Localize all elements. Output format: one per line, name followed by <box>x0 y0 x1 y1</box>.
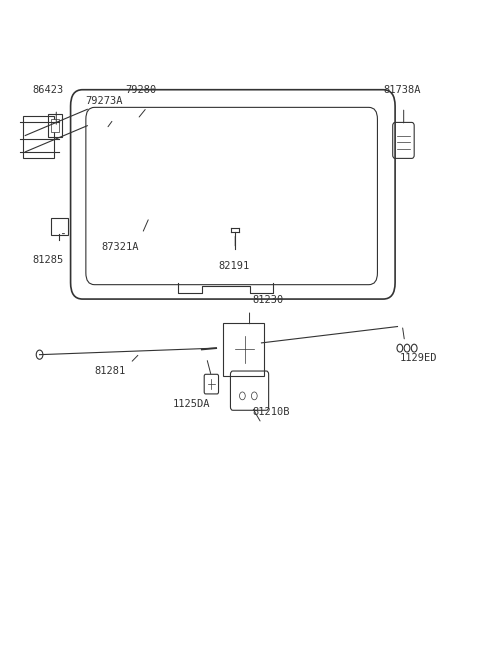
Text: 81738A: 81738A <box>383 85 420 95</box>
Text: 82191: 82191 <box>218 261 250 271</box>
Text: 81230: 81230 <box>252 296 283 306</box>
Text: 87321A: 87321A <box>102 242 139 252</box>
Text: 79280: 79280 <box>125 85 156 95</box>
Text: 79273A: 79273A <box>85 96 122 106</box>
Text: 1129ED: 1129ED <box>400 353 437 363</box>
Text: 1125DA: 1125DA <box>173 399 211 409</box>
Text: 86423: 86423 <box>33 85 64 95</box>
Text: 81210B: 81210B <box>252 407 289 417</box>
Text: 81281: 81281 <box>95 366 126 376</box>
FancyBboxPatch shape <box>51 119 59 132</box>
Text: 81285: 81285 <box>33 255 64 265</box>
